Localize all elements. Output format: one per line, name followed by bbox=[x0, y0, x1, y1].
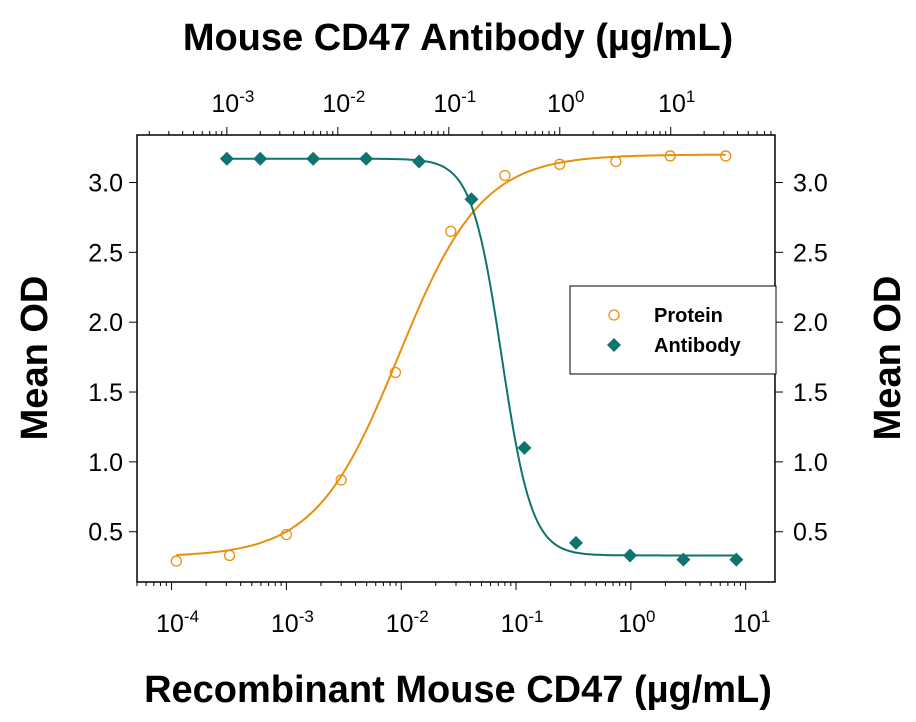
x-tick-label: 10-2 bbox=[386, 607, 429, 638]
data-point-antibody bbox=[517, 440, 532, 455]
data-point-protein bbox=[170, 555, 182, 567]
legend-marker-antibody bbox=[607, 338, 621, 352]
x2-tick-label: 10-1 bbox=[433, 87, 476, 118]
legend: Protein Antibody bbox=[569, 285, 777, 375]
data-point-antibody bbox=[306, 151, 321, 166]
y-axis-title-right: Mean OD bbox=[867, 276, 909, 441]
data-point-protein bbox=[554, 158, 566, 170]
y-tick-label-right: 3.0 bbox=[793, 169, 828, 197]
y-tick-label-left: 3.0 bbox=[88, 169, 123, 197]
y-tick-label-left: 1.5 bbox=[88, 379, 123, 407]
x-tick-label: 10-1 bbox=[501, 607, 544, 638]
legend-label-protein: Protein bbox=[654, 305, 723, 327]
data-point-antibody bbox=[412, 154, 427, 169]
legend-label-antibody: Antibody bbox=[654, 335, 742, 357]
y-tick-label-right: 1.5 bbox=[793, 379, 828, 407]
y-tick-label-left: 2.5 bbox=[88, 239, 123, 267]
points bbox=[170, 150, 744, 567]
data-point-protein bbox=[389, 366, 402, 379]
data-point-antibody bbox=[729, 552, 744, 567]
axes: 10-4 10-3 10-2 10-1 100 101 10-3 10-2 10-1 100 101… bbox=[88, 87, 828, 638]
data-point-antibody bbox=[676, 552, 691, 567]
y-tick-label-right: 2.5 bbox=[793, 239, 828, 267]
legend-marker-protein bbox=[608, 309, 620, 321]
x-tick-label: 101 bbox=[733, 607, 770, 638]
data-point-protein bbox=[720, 150, 732, 162]
x2-tick-label: 10-3 bbox=[211, 87, 254, 118]
y-axis-title-left: Mean OD bbox=[14, 276, 56, 441]
y-tick-label-left: 2.0 bbox=[88, 309, 123, 337]
data-point-protein bbox=[223, 549, 236, 562]
data-point-protein bbox=[445, 225, 457, 238]
y-tick-label-left: 1.0 bbox=[88, 449, 123, 477]
data-point-antibody bbox=[464, 192, 479, 207]
top-axis-title: Mouse CD47 Antibody (µg/mL) bbox=[183, 17, 733, 59]
x-axis-title: Recombinant Mouse CD47 (µg/mL) bbox=[144, 669, 772, 711]
y-tick-label-right: 1.0 bbox=[793, 449, 828, 477]
data-point-protein bbox=[610, 155, 622, 168]
x2-tick-label: 100 bbox=[547, 87, 584, 118]
data-point-antibody bbox=[359, 151, 374, 166]
x-tick-label: 10-3 bbox=[271, 607, 314, 638]
y-tick-label-right: 2.0 bbox=[793, 309, 828, 337]
x2-tick-label: 10-2 bbox=[322, 87, 365, 118]
x-tick-label: 100 bbox=[618, 607, 655, 638]
x-tick-label: 10-4 bbox=[156, 607, 199, 638]
x2-tick-label: 101 bbox=[658, 87, 695, 118]
data-point-antibody bbox=[253, 151, 268, 166]
data-point-antibody bbox=[623, 548, 638, 563]
legend-box bbox=[569, 285, 777, 375]
fit-curve-protein bbox=[176, 153, 726, 556]
data-point-protein bbox=[280, 528, 293, 541]
data-point-protein bbox=[335, 474, 347, 486]
data-point-protein bbox=[499, 169, 511, 182]
data-point-protein bbox=[664, 150, 676, 162]
y-tick-label-right: 0.5 bbox=[793, 519, 828, 547]
y-tick-label-left: 0.5 bbox=[88, 519, 123, 547]
data-point-antibody bbox=[568, 535, 583, 550]
data-point-antibody bbox=[219, 151, 234, 166]
